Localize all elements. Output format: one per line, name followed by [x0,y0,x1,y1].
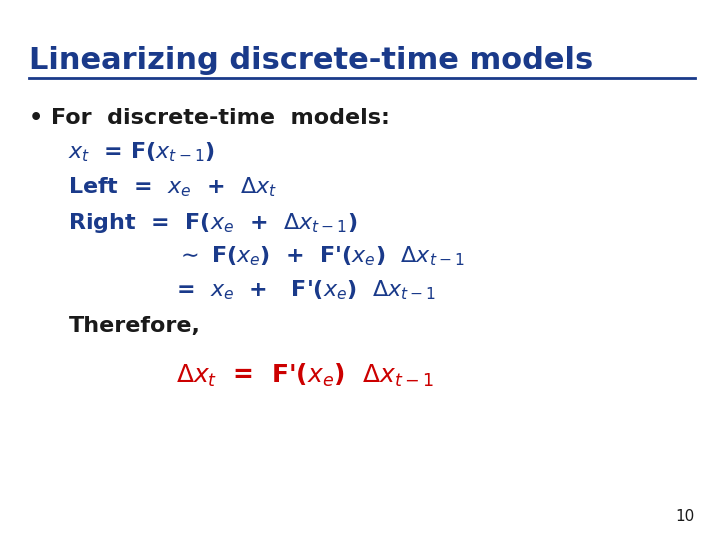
Text: =  $x_e$  +   F'($x_e$)  $\Delta x_{t-1}$: = $x_e$ + F'($x_e$) $\Delta x_{t-1}$ [176,278,436,302]
Text: $x_t$  = F($x_{t-1}$): $x_t$ = F($x_{t-1}$) [68,140,215,164]
Text: 10: 10 [675,509,695,524]
Text: $\Delta x_t$  =  F'($x_e$)  $\Delta x_{t-1}$: $\Delta x_t$ = F'($x_e$) $\Delta x_{t-1}… [176,362,435,389]
Text: • For  discrete-time  models:: • For discrete-time models: [29,108,390,128]
Text: Linearizing discrete-time models: Linearizing discrete-time models [29,46,593,75]
Text: $\sim$ F($x_e$)  +  F'($x_e$)  $\Delta x_{t-1}$: $\sim$ F($x_e$) + F'($x_e$) $\Delta x_{t… [176,244,465,268]
Text: Right  =  F($x_e$  +  $\Delta x_{t-1}$): Right = F($x_e$ + $\Delta x_{t-1}$) [68,211,358,234]
Text: Therefore,: Therefore, [68,316,200,336]
Text: Left  =  $x_e$  +  $\Delta x_t$: Left = $x_e$ + $\Delta x_t$ [68,176,277,199]
